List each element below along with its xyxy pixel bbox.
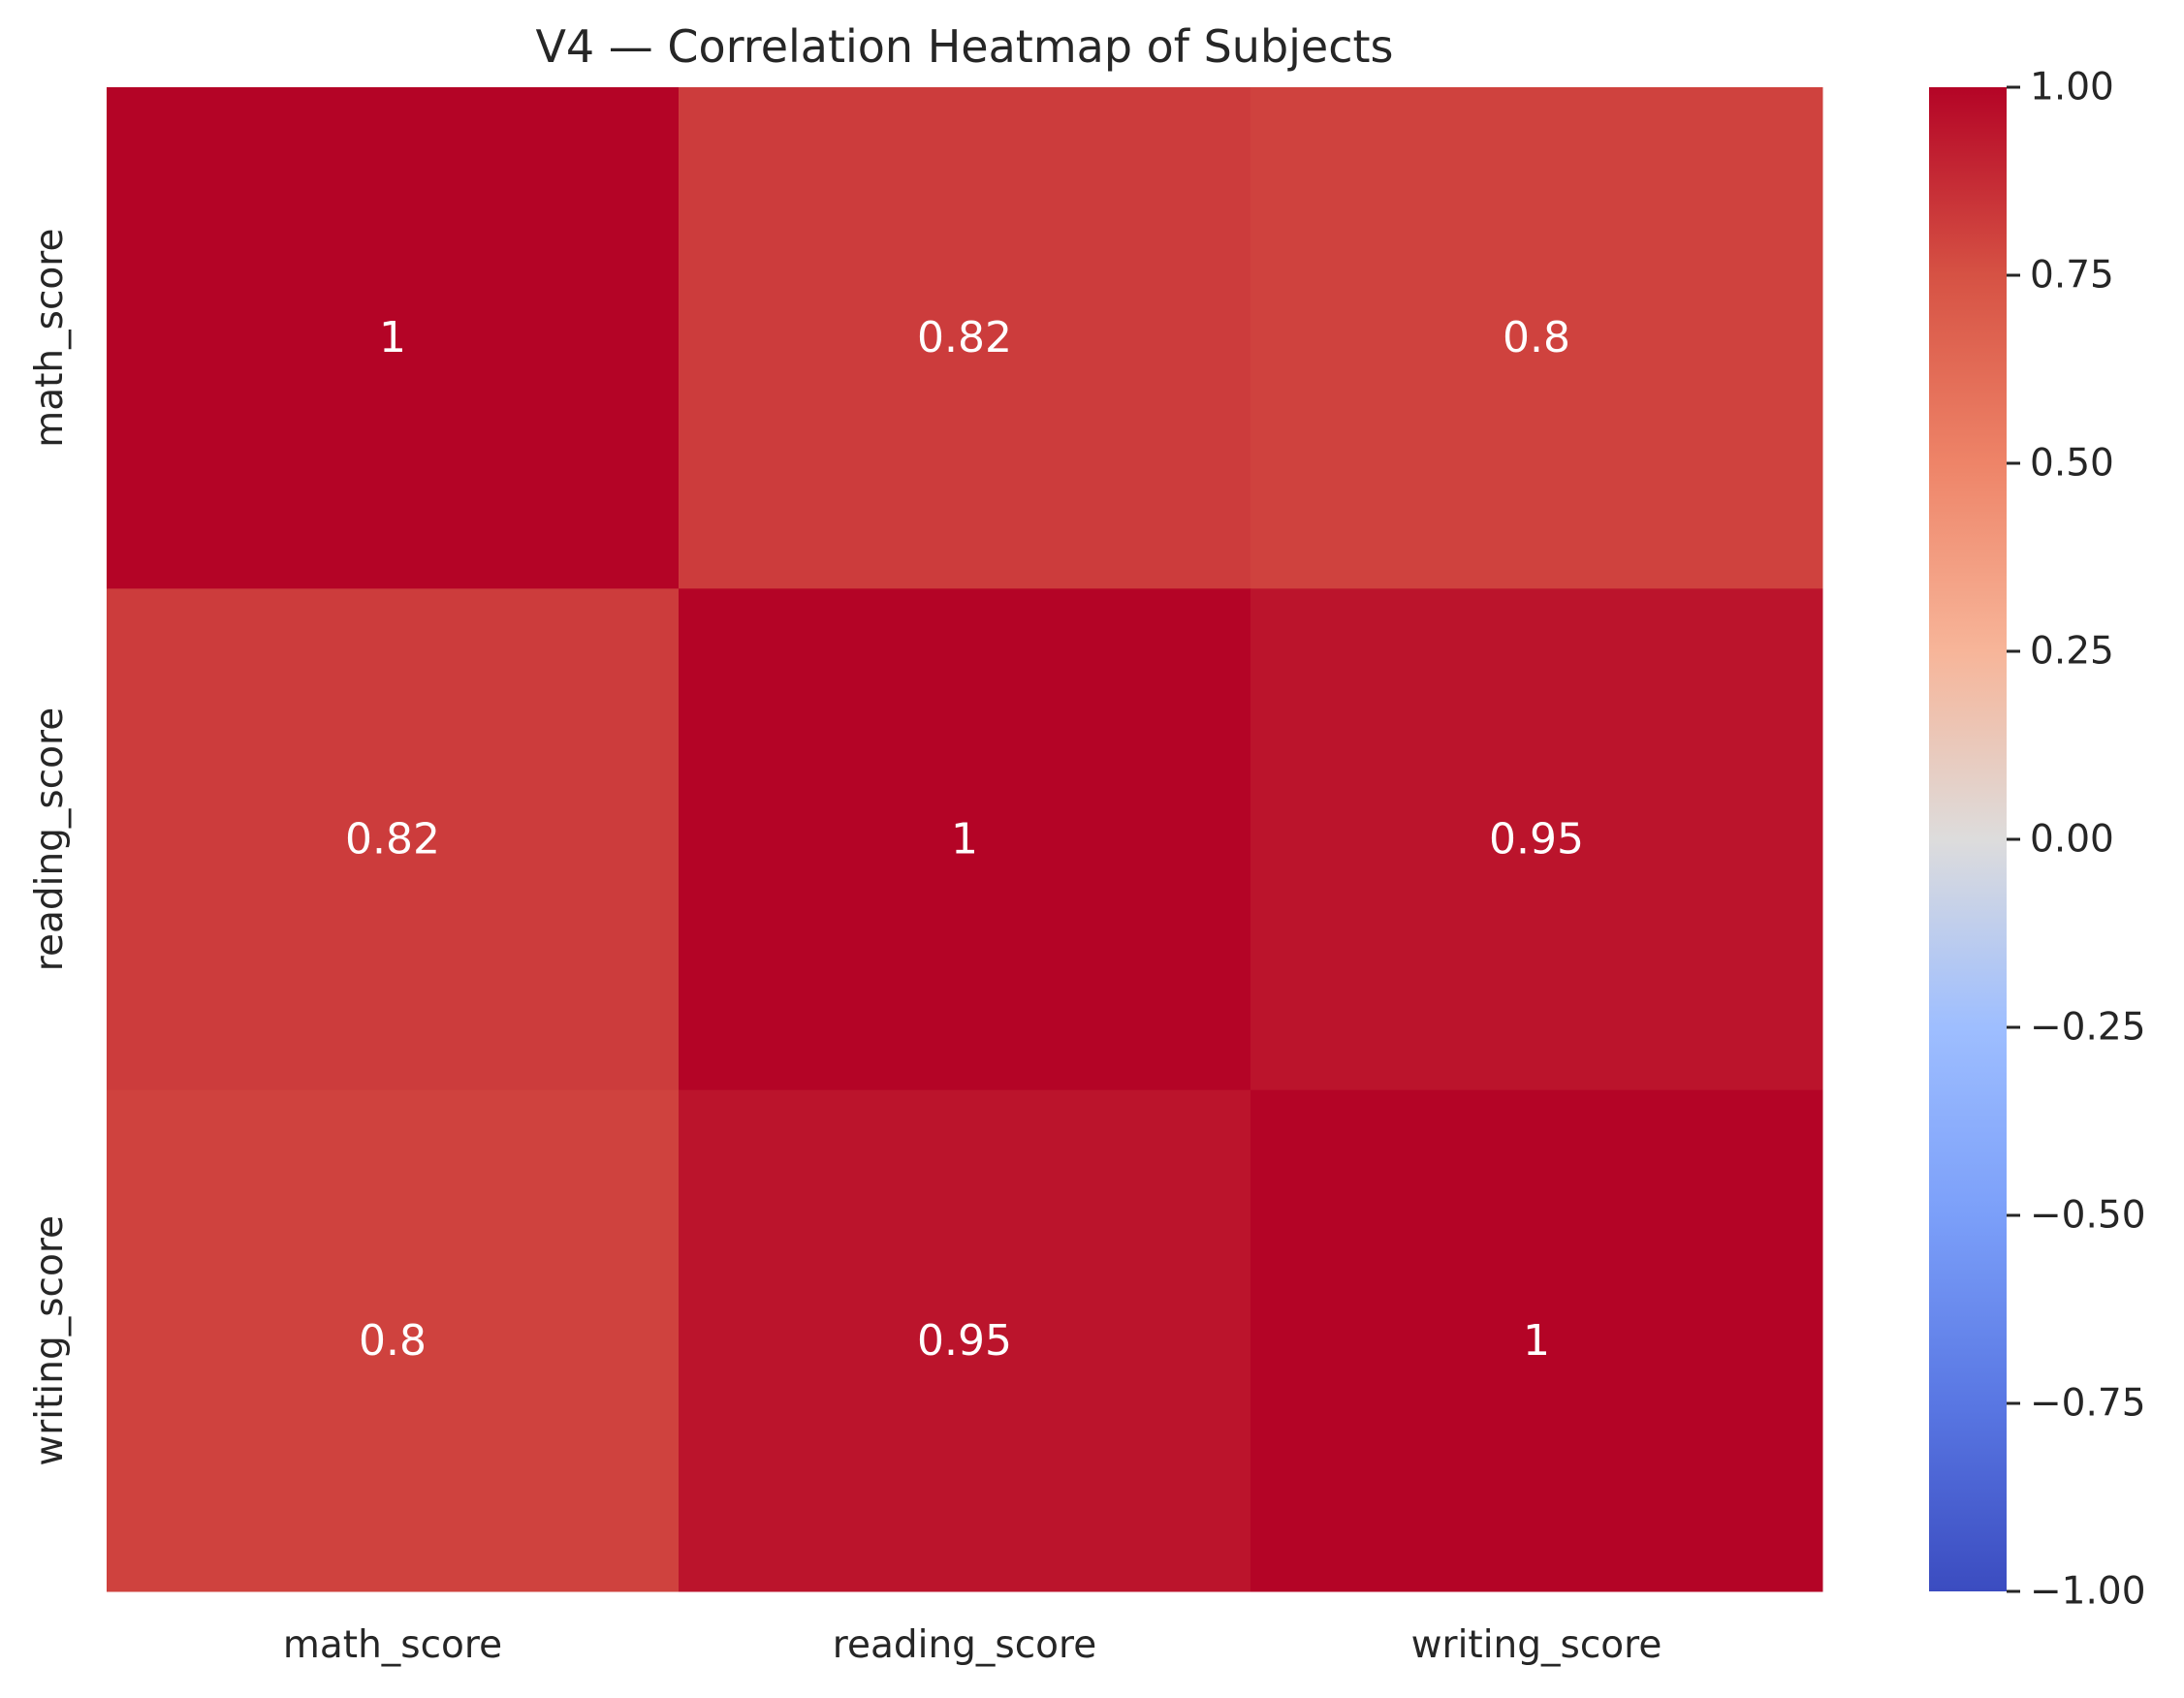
cell-value-label: 1 bbox=[379, 313, 406, 362]
heatmap-cell bbox=[107, 87, 680, 589]
colorbar-tick-label: 0.00 bbox=[2030, 818, 2114, 862]
x-tick-label: reading_score bbox=[833, 1623, 1096, 1667]
heatmap-cell bbox=[679, 588, 1251, 1091]
cell-value-label: 0.95 bbox=[1489, 815, 1584, 865]
heatmap-cell bbox=[1250, 1089, 1823, 1592]
chart-title: V4 — Correlation Heatmap of Subjects bbox=[535, 20, 1393, 73]
cell-value-label: 1 bbox=[1523, 1316, 1550, 1366]
heatmap-cells: 1 0.82 0.8 0.82 1 0.95 0.8 0.95 1 bbox=[107, 87, 1823, 1592]
x-tick-label: math_score bbox=[283, 1623, 502, 1667]
cell-value-label: 0.8 bbox=[1503, 313, 1570, 362]
x-axis-tick-labels: math_score reading_score writing_score bbox=[283, 1623, 1662, 1667]
colorbar-ticks: 1.00 0.75 0.50 0.25 0.00 −0.25 −0.50 −0.75 −1.00 bbox=[2007, 66, 2146, 1614]
cell-value-label: 0.82 bbox=[345, 815, 440, 865]
heatmap-cell bbox=[1250, 588, 1823, 1091]
heatmap-cell bbox=[107, 1089, 680, 1592]
y-axis-tick-labels: math_score reading_score writing_score bbox=[28, 229, 72, 1466]
colorbar-tick-label: −0.25 bbox=[2030, 1006, 2146, 1050]
colorbar-tick-label: −1.00 bbox=[2030, 1570, 2146, 1614]
colorbar-tick-label: −0.50 bbox=[2030, 1194, 2146, 1238]
colorbar-tick-label: −0.75 bbox=[2030, 1382, 2146, 1426]
colorbar-tick-label: 0.25 bbox=[2030, 630, 2114, 674]
heatmap-cell bbox=[679, 87, 1251, 589]
cell-value-label: 0.82 bbox=[917, 313, 1012, 362]
colorbar-tick-label: 0.50 bbox=[2030, 442, 2114, 486]
heatmap-cell bbox=[1250, 87, 1823, 589]
cell-value-label: 1 bbox=[951, 815, 978, 865]
x-tick-label: writing_score bbox=[1411, 1623, 1662, 1667]
heatmap-cell bbox=[107, 588, 680, 1091]
colorbar-tick-label: 1.00 bbox=[2030, 66, 2114, 110]
y-tick-label: writing_score bbox=[28, 1215, 72, 1466]
colorbar-tick-label: 0.75 bbox=[2030, 254, 2114, 298]
cell-value-label: 0.8 bbox=[359, 1316, 427, 1366]
y-tick-label: reading_score bbox=[28, 708, 72, 971]
heatmap-cell bbox=[679, 1089, 1251, 1592]
cell-value-label: 0.95 bbox=[917, 1316, 1012, 1366]
colorbar: 1.00 0.75 0.50 0.25 0.00 −0.25 −0.50 −0.75 −1.00 bbox=[1929, 66, 2146, 1614]
y-tick-label: math_score bbox=[28, 229, 72, 448]
colorbar-gradient bbox=[1929, 87, 2007, 1591]
